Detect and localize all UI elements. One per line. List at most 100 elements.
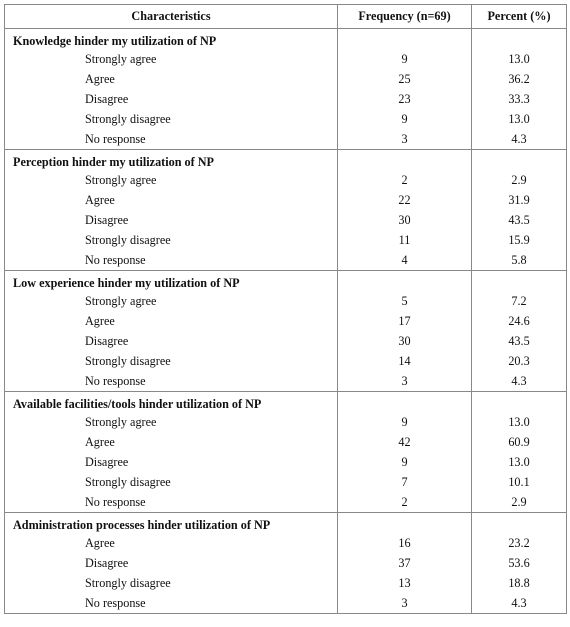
section-title: Low experience hinder my utilization of … [4,270,338,291]
frequency-value: 3 [337,593,472,614]
response-label: Disagree [4,210,338,230]
section-row: Administration processes hinder utilizat… [4,512,567,533]
header-frequency: Frequency (n=69) [337,4,472,29]
frequency-value: 2 [337,170,472,190]
header-characteristics: Characteristics [4,4,338,29]
frequency-value: 9 [337,412,472,432]
response-label: No response [4,250,338,271]
response-label: Strongly disagree [4,351,338,371]
table-row: No response 2 2.9 [4,492,567,513]
table-row: No response 4 5.8 [4,250,567,271]
empty-cell [471,270,567,291]
table-row: Strongly disagree 9 13.0 [4,109,567,129]
section-row: Available facilities/tools hinder utiliz… [4,391,567,412]
empty-cell [337,28,472,49]
frequency-value: 5 [337,291,472,311]
response-label: Disagree [4,553,338,573]
response-label: Strongly disagree [4,573,338,593]
response-label: Agree [4,432,338,452]
header-row: Characteristics Frequency (n=69) Percent… [4,4,567,29]
percent-value: 20.3 [471,351,567,371]
response-label: Strongly disagree [4,230,338,250]
response-label: Strongly disagree [4,472,338,492]
table-row: Agree 22 31.9 [4,190,567,210]
section-title: Perception hinder my utilization of NP [4,149,338,170]
response-label: Strongly agree [4,291,338,311]
empty-cell [471,28,567,49]
section-title: Knowledge hinder my utilization of NP [4,28,338,49]
percent-value: 36.2 [471,69,567,89]
table-row: Disagree 30 43.5 [4,331,567,351]
frequency-value: 9 [337,49,472,69]
table-row: Agree 16 23.2 [4,533,567,553]
table-row: Strongly disagree 14 20.3 [4,351,567,371]
table-body: Knowledge hinder my utilization of NP Str… [4,28,567,614]
table-row: Strongly agree 5 7.2 [4,291,567,311]
percent-value: 31.9 [471,190,567,210]
response-label: Strongly agree [4,170,338,190]
table-row: Strongly disagree 13 18.8 [4,573,567,593]
percent-value: 53.6 [471,553,567,573]
response-label: Strongly agree [4,412,338,432]
section-row: Knowledge hinder my utilization of NP [4,28,567,49]
frequency-value: 2 [337,492,472,513]
section-row: Perception hinder my utilization of NP [4,149,567,170]
response-label: Strongly disagree [4,109,338,129]
percent-value: 13.0 [471,109,567,129]
frequency-value: 3 [337,129,472,150]
empty-cell [471,391,567,412]
percent-value: 43.5 [471,331,567,351]
response-label: Agree [4,533,338,553]
frequency-value: 37 [337,553,472,573]
table-header: Characteristics Frequency (n=69) Percent… [4,4,567,29]
frequency-value: 4 [337,250,472,271]
frequency-value: 25 [337,69,472,89]
table-row: Strongly agree 9 13.0 [4,412,567,432]
percent-value: 60.9 [471,432,567,452]
table-row: No response 3 4.3 [4,371,567,392]
table-row: Strongly disagree 11 15.9 [4,230,567,250]
response-label: Strongly agree [4,49,338,69]
section-title: Administration processes hinder utilizat… [4,512,338,533]
frequency-value: 3 [337,371,472,392]
table-row: Disagree 37 53.6 [4,553,567,573]
percent-value: 15.9 [471,230,567,250]
frequency-value: 11 [337,230,472,250]
empty-cell [471,512,567,533]
frequency-value: 17 [337,311,472,331]
response-label: Disagree [4,331,338,351]
frequency-value: 30 [337,210,472,230]
frequency-value: 30 [337,331,472,351]
table-row: No response 3 4.3 [4,593,567,614]
table-row: Agree 17 24.6 [4,311,567,331]
frequency-value: 9 [337,109,472,129]
table-row: Strongly agree 9 13.0 [4,49,567,69]
percent-value: 18.8 [471,573,567,593]
empty-cell [337,391,472,412]
frequency-value: 16 [337,533,472,553]
percent-value: 24.6 [471,311,567,331]
percent-value: 13.0 [471,452,567,472]
percent-value: 5.8 [471,250,567,271]
response-label: Agree [4,190,338,210]
frequency-value: 14 [337,351,472,371]
header-percent: Percent (%) [471,4,567,29]
frequency-value: 7 [337,472,472,492]
percent-value: 23.2 [471,533,567,553]
percent-value: 10.1 [471,472,567,492]
frequency-value: 42 [337,432,472,452]
response-label: No response [4,492,338,513]
table-row: Agree 42 60.9 [4,432,567,452]
response-label: No response [4,593,338,614]
percent-value: 43.5 [471,210,567,230]
percent-value: 4.3 [471,371,567,392]
results-table: Characteristics Frequency (n=69) Percent… [4,4,567,614]
percent-value: 13.0 [471,49,567,69]
empty-cell [471,149,567,170]
response-label: Agree [4,311,338,331]
frequency-value: 9 [337,452,472,472]
section-row: Low experience hinder my utilization of … [4,270,567,291]
table-row: Disagree 9 13.0 [4,452,567,472]
table-row: Agree 25 36.2 [4,69,567,89]
table-row: Disagree 23 33.3 [4,89,567,109]
